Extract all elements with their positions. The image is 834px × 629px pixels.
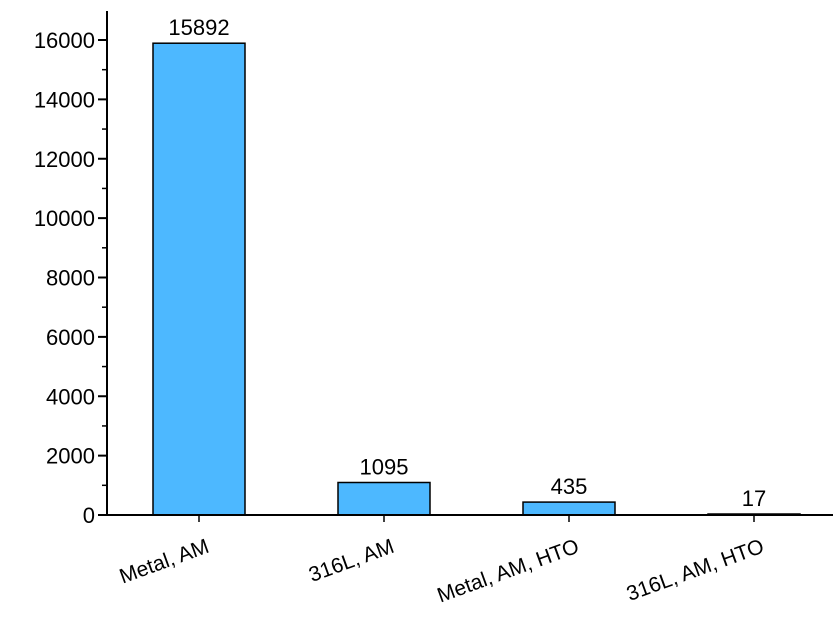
y-tick-label: 0 [83, 503, 95, 528]
data-label: 17 [742, 486, 766, 511]
bar [152, 42, 246, 516]
bar [522, 501, 616, 516]
data-label: 1095 [360, 454, 409, 479]
x-tick-label: 316L, AM [306, 535, 397, 587]
y-tick-label: 6000 [46, 325, 95, 350]
x-axis-category-labels: Metal, AM 316L, AM Metal, AM, HTO 316L, AM,… [116, 515, 767, 607]
bar [337, 481, 431, 516]
data-label: 15892 [168, 15, 229, 40]
y-tick-label: 16000 [34, 28, 95, 53]
y-tick-label: 8000 [46, 266, 95, 291]
y-tick-label: 10000 [34, 206, 95, 231]
y-tick-label: 4000 [46, 384, 95, 409]
y-tick-label: 12000 [34, 147, 95, 172]
y-tick-label: 2000 [46, 444, 95, 469]
x-tick-label: Metal, AM, HTO [434, 535, 582, 608]
y-tick-label: 14000 [34, 87, 95, 112]
data-labels: 15892 1095 435 17 [168, 15, 766, 511]
y-axis-ticks: 0 2000 4000 6000 8000 10000 12000 14000 16000 [34, 28, 107, 528]
x-tick-label: Metal, AM [116, 535, 212, 589]
data-label: 435 [551, 474, 588, 499]
x-tick-label: 316L, AM, HTO [624, 535, 768, 606]
bars [152, 42, 801, 516]
